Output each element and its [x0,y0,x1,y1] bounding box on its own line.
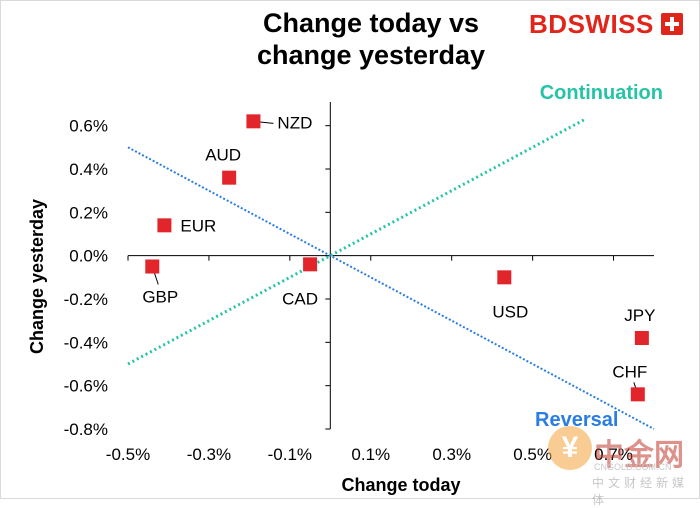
point-label-usd: USD [492,302,528,321]
y-tick-label: -0.4% [64,333,108,352]
point-marker-chf [630,387,645,402]
point-label-nzd: NZD [277,113,312,132]
x-axis-title: Change today [341,475,460,495]
point-label-chf: CHF [612,362,647,381]
point-marker-aud [222,170,237,185]
coin-icon: ¥ [548,426,592,470]
watermark-tagline: 中文财经新媒体 [592,476,689,507]
x-tick-label: -0.3% [187,445,231,464]
x-tick-label: 0.7% [594,445,633,464]
y-tick-label: 0.6% [69,117,108,136]
reference-line-continuation [127,117,586,366]
y-tick-label: -0.6% [64,377,108,396]
point-label-cad: CAD [282,289,318,308]
point-marker-gbp [145,259,160,274]
y-tick-label: 0.0% [69,247,108,266]
point-marker-usd [497,270,512,285]
point-marker-nzd [246,114,261,129]
point-marker-eur [157,218,172,233]
point-marker-jpy [634,331,649,345]
point-label-gbp: GBP [142,288,178,307]
x-tick-label: 0.1% [351,445,390,464]
point-marker-cad [303,257,318,272]
watermark: ¥ 中金网 CNGOLD.COM.CN 中文财经新媒体 [546,426,696,507]
logo-part2: SWISS [567,9,654,39]
chart-title: Change today vs change yesterday [171,7,571,71]
x-tick-label: -0.5% [106,445,150,464]
chart-title-line1: Change today vs [262,8,480,38]
logo-part1: BD [529,9,568,39]
y-tick-label: -0.2% [64,290,108,309]
watermark-mark: 中金网 [594,439,684,472]
continuation-label: Continuation [540,82,663,104]
x-tick-label: -0.1% [268,445,312,464]
point-label-aud: AUD [205,146,241,165]
point-label-jpy: JPY [624,306,655,325]
y-tick-label: -0.8% [64,420,108,439]
chart-title-line2: change yesterday [256,40,486,70]
reversal-label: Reversal [535,409,618,431]
reference-line-reversal [127,146,655,430]
x-tick-label: 0.5% [513,445,552,464]
x-tick-label: 0.3% [432,445,471,464]
y-tick-label: 0.4% [69,160,108,179]
scatter-chart: 0.6% 0.4% 0.2% 0.0% -0.2% -0.4% -0.6% -0.8% -0.5… [27,82,663,495]
bdswiss-logo: BDSWISS [529,9,654,40]
y-tick-label: 0.2% [69,203,108,222]
swiss-cross-icon [661,13,683,35]
point-label-eur: EUR [180,216,216,235]
y-axis-title: Change yesterday [27,199,47,354]
watermark-url: CNGOLD.COM.CN [594,462,672,472]
